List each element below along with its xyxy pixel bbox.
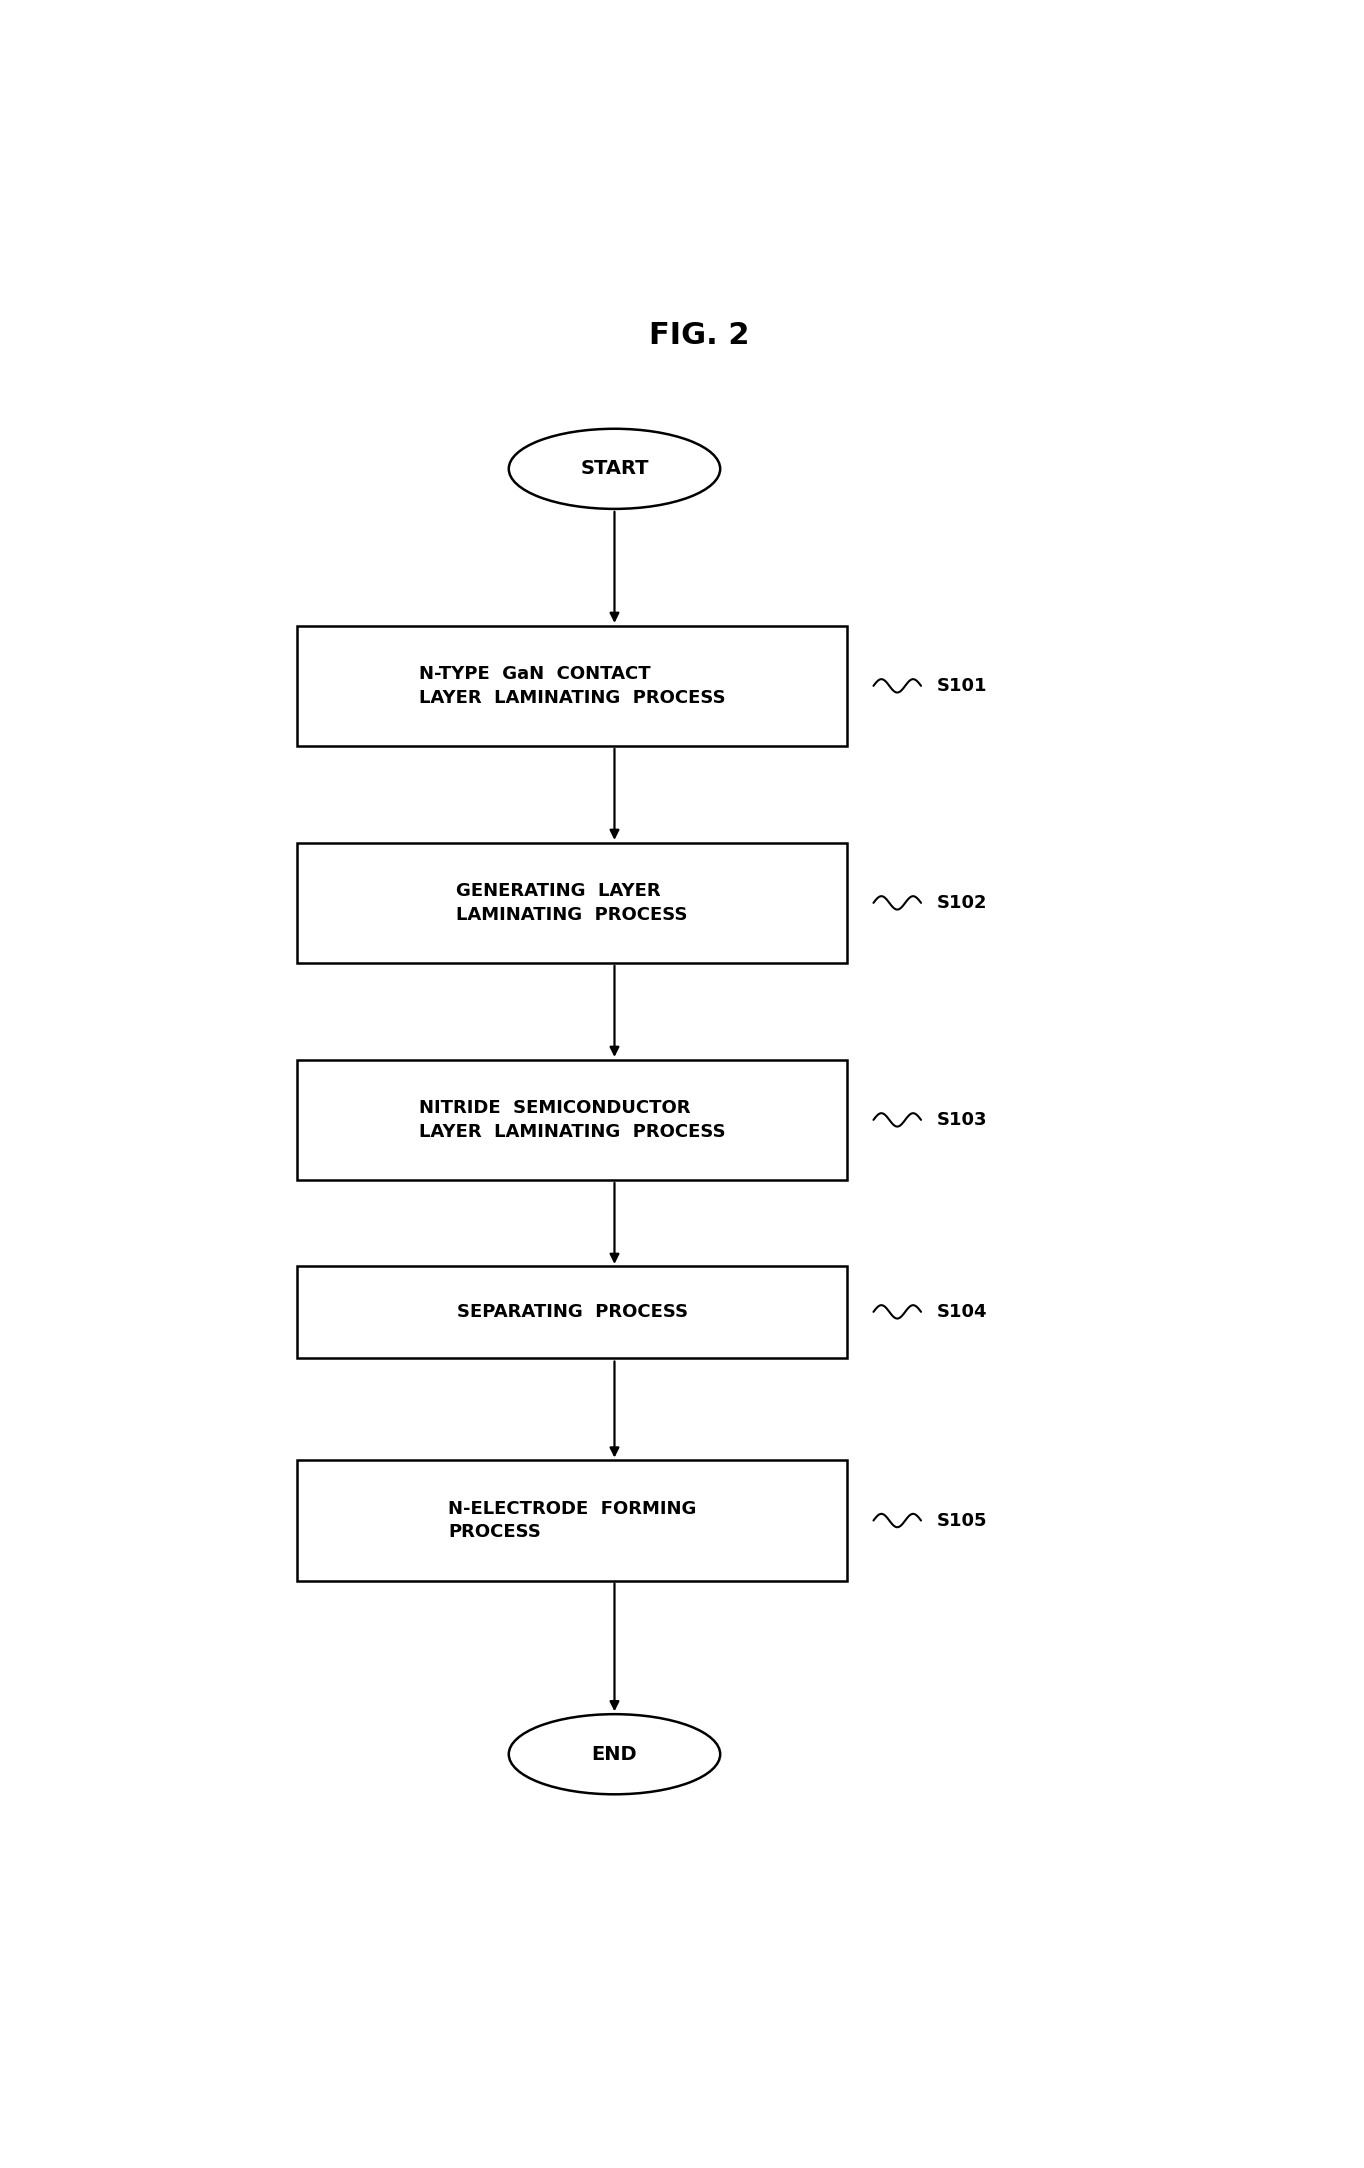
Text: N-TYPE  GaN  CONTACT
LAYER  LAMINATING  PROCESS: N-TYPE GaN CONTACT LAYER LAMINATING PROC… <box>419 666 726 707</box>
Ellipse shape <box>509 429 720 509</box>
Text: SEPARATING  PROCESS: SEPARATING PROCESS <box>457 1303 687 1320</box>
Text: GENERATING  LAYER
LAMINATING  PROCESS: GENERATING LAYER LAMINATING PROCESS <box>457 882 687 924</box>
Text: S101: S101 <box>937 676 988 696</box>
Text: S104: S104 <box>937 1303 988 1320</box>
Ellipse shape <box>509 1715 720 1795</box>
Text: S102: S102 <box>937 893 988 913</box>
Text: START: START <box>580 460 649 479</box>
Text: NITRIDE  SEMICONDUCTOR
LAYER  LAMINATING  PROCESS: NITRIDE SEMICONDUCTOR LAYER LAMINATING P… <box>419 1099 726 1140</box>
Text: END: END <box>592 1745 637 1765</box>
Text: N-ELECTRODE  FORMING
PROCESS: N-ELECTRODE FORMING PROCESS <box>447 1500 697 1541</box>
Text: FIG. 2: FIG. 2 <box>649 321 749 349</box>
FancyBboxPatch shape <box>297 1461 847 1580</box>
FancyBboxPatch shape <box>297 843 847 963</box>
FancyBboxPatch shape <box>297 627 847 746</box>
FancyBboxPatch shape <box>297 1060 847 1179</box>
Text: S105: S105 <box>937 1511 988 1531</box>
Text: S103: S103 <box>937 1110 988 1130</box>
FancyBboxPatch shape <box>297 1266 847 1357</box>
